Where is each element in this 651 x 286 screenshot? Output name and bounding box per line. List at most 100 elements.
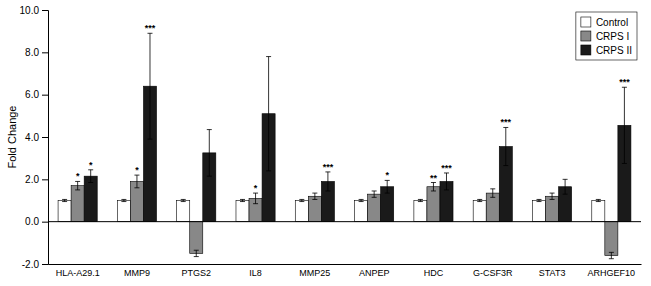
bar — [605, 222, 618, 256]
significance-label: *** — [619, 77, 630, 87]
bar — [473, 201, 486, 222]
error-bar — [312, 193, 317, 199]
x-tick: HLA-A29.1 — [56, 268, 100, 278]
error-bars — [62, 199, 601, 201]
bar — [546, 196, 559, 221]
error-bar — [207, 130, 212, 177]
x-tick-label: ANPEP — [359, 268, 390, 278]
legend-label: CRPS II — [596, 45, 632, 56]
x-tick-label: MMP25 — [299, 268, 330, 278]
significance-label: * — [254, 183, 258, 193]
legend-item: Control — [581, 17, 628, 28]
legend-label: CRPS I — [596, 31, 629, 42]
y-tick: 4.0 — [25, 132, 48, 143]
chart: -2.0 0.0 2.0 4.0 6.0 8.0 10.0 HLA-A29.1 MMP9 PTGS… — [0, 0, 651, 286]
annotations: ********************** — [76, 23, 630, 193]
y-tick-mark — [42, 222, 48, 223]
x-tick: STAT3 — [539, 268, 566, 278]
y-tick: 6.0 — [25, 89, 48, 100]
bar — [117, 201, 130, 222]
y-tick: 8.0 — [25, 47, 48, 58]
x-tick: G-CSF3R — [473, 268, 513, 278]
significance-label: *** — [501, 117, 512, 127]
y-tick: 10.0 — [20, 5, 48, 16]
error-bars — [88, 33, 627, 194]
y-tick-label: 2.0 — [25, 174, 39, 185]
x-axis-line — [49, 264, 642, 265]
x-tick: ARHGEF10 — [588, 268, 636, 278]
error-bar — [550, 193, 555, 199]
y-axis-title: Fold Change — [6, 106, 18, 169]
bar — [71, 186, 84, 222]
bar — [355, 201, 368, 222]
error-bar — [503, 127, 508, 165]
error-bar — [418, 199, 423, 201]
y-tick-mark — [42, 95, 48, 96]
bar — [592, 201, 605, 222]
bar — [177, 201, 190, 222]
significance-label: *** — [441, 163, 452, 173]
x-tick-label: ARHGEF10 — [588, 268, 636, 278]
y-tick-label: 6.0 — [25, 89, 39, 100]
y-tick: 2.0 — [25, 174, 48, 185]
error-bar — [622, 87, 627, 163]
error-bar — [477, 199, 482, 201]
y-tick-mark — [42, 10, 48, 11]
x-tick-label: MMP9 — [124, 268, 150, 278]
error-bar — [596, 199, 601, 201]
significance-label: ** — [430, 173, 438, 183]
x-tick: ANPEP — [359, 268, 390, 278]
bar — [414, 201, 427, 222]
y-tick-label: 4.0 — [25, 132, 39, 143]
error-bar — [181, 199, 186, 201]
y-axis: -2.0 0.0 2.0 4.0 6.0 8.0 10.0 — [20, 5, 49, 270]
legend-label: Control — [596, 17, 628, 28]
error-bar — [134, 175, 139, 188]
bar — [58, 201, 71, 222]
error-bar — [194, 250, 199, 256]
error-bar — [431, 183, 436, 191]
y-tick-label: 10.0 — [20, 5, 40, 16]
error-bar — [537, 199, 542, 201]
significance-label: * — [89, 160, 93, 170]
x-tick-label: G-CSF3R — [473, 268, 513, 278]
bar — [532, 201, 545, 222]
legend-swatch — [581, 45, 591, 55]
y-tick-label: -2.0 — [22, 259, 40, 270]
error-bar — [266, 57, 271, 171]
bar — [308, 196, 321, 221]
legend-swatch — [581, 17, 591, 27]
error-bar — [88, 170, 93, 183]
bar — [295, 201, 308, 222]
significance-label: *** — [145, 23, 156, 33]
bar — [427, 187, 440, 222]
x-tick: MMP25 — [299, 268, 330, 278]
bar — [368, 194, 381, 222]
error-bar — [563, 179, 568, 194]
y-tick-mark — [42, 179, 48, 180]
y-tick-label: 8.0 — [25, 47, 39, 58]
x-tick: MMP9 — [124, 268, 150, 278]
significance-label: *** — [323, 162, 334, 172]
x-tick-label: PTGS2 — [181, 268, 211, 278]
y-axis-line — [42, 11, 49, 265]
x-tick: PTGS2 — [181, 268, 211, 278]
error-bar — [359, 199, 364, 201]
error-bar — [385, 180, 390, 193]
legend-item: CRPS II — [581, 45, 632, 56]
legend: Control CRPS I CRPS II — [576, 12, 637, 60]
x-tick-label: IL8 — [249, 268, 262, 278]
error-bar — [62, 199, 67, 201]
error-bar — [121, 199, 126, 201]
error-bar — [372, 191, 377, 197]
y-tick-label: 0.0 — [25, 216, 39, 227]
significance-label: * — [76, 171, 80, 181]
y-tick: -2.0 — [22, 259, 48, 270]
plot-area — [48, 33, 641, 258]
error-bar — [609, 252, 614, 258]
x-tick: HDC — [424, 268, 444, 278]
error-bar — [75, 181, 80, 189]
y-tick-mark — [42, 264, 48, 265]
error-bar — [240, 199, 245, 201]
legend-swatch — [581, 31, 591, 41]
